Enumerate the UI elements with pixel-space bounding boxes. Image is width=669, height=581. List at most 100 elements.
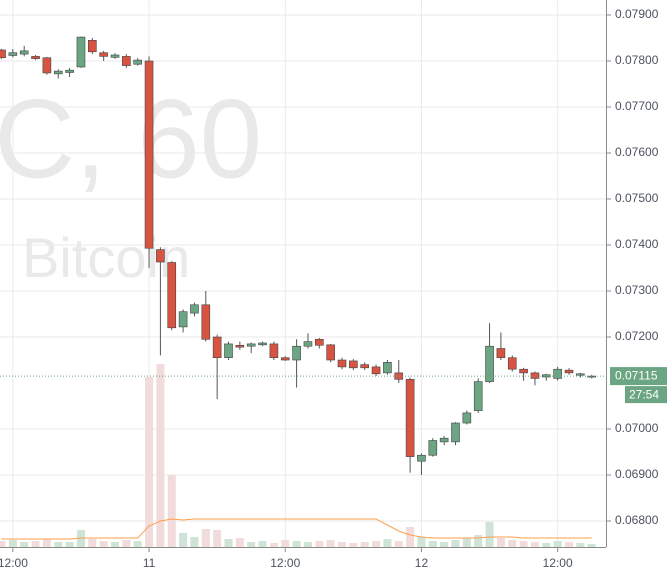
axes: 0.06800 0.06900 0.07000 0.07200 0.07300 0.074… <box>0 7 667 570</box>
volume-bar <box>360 542 369 547</box>
volume-bar <box>292 541 301 547</box>
candle-body <box>439 437 449 443</box>
candle-body <box>280 357 290 361</box>
candle-body <box>519 368 528 374</box>
candle-body <box>65 69 74 73</box>
candle-body <box>360 364 370 369</box>
volume-bar <box>485 522 494 547</box>
volume-bar <box>99 541 108 547</box>
candle-body <box>99 52 108 57</box>
candle-body <box>576 373 585 376</box>
volume-bar <box>156 364 165 547</box>
volume-bar <box>281 540 290 547</box>
candle-body <box>167 262 177 329</box>
volume-bar <box>383 539 392 547</box>
countdown-label: 27:54 <box>629 387 659 401</box>
candle-body <box>212 336 222 359</box>
candle-body <box>269 343 279 359</box>
volume-bar <box>224 539 233 547</box>
candle-body <box>42 57 52 74</box>
volume-bar <box>417 537 426 547</box>
volume-bar <box>530 542 539 547</box>
volume-bar <box>213 530 222 547</box>
volume-bar <box>587 544 596 547</box>
x-tick-label: 12 <box>415 556 429 570</box>
volume-bar <box>406 527 415 547</box>
candle-body <box>473 381 483 411</box>
volume-bar <box>269 543 278 547</box>
volume-bar <box>122 540 131 547</box>
volume-ma-line <box>1 518 592 540</box>
volume-bar <box>133 541 142 547</box>
volume-bar <box>42 539 51 547</box>
volume-bar <box>428 541 437 547</box>
candle-body <box>31 56 40 59</box>
candle-body <box>417 454 426 462</box>
volume-bar <box>235 538 244 547</box>
y-tick-label: 0.07000 <box>615 421 659 435</box>
candle-body <box>122 56 131 66</box>
last-price-badge <box>610 367 667 386</box>
candle-body <box>19 50 29 55</box>
candle-body <box>371 366 381 375</box>
volume-bar <box>88 539 97 547</box>
candle-body <box>303 341 313 347</box>
candle-body <box>88 39 97 53</box>
y-tick-label: 0.07800 <box>615 53 659 67</box>
candle-body <box>144 60 154 249</box>
volume-bar <box>474 535 483 547</box>
volume-bar <box>519 541 528 547</box>
candle-body <box>201 304 211 340</box>
candle-body <box>564 369 574 374</box>
volume-bar <box>65 542 74 547</box>
candle-body <box>553 368 562 379</box>
volume-bar <box>496 538 505 547</box>
candle-body <box>235 344 245 348</box>
candle-body <box>314 339 324 346</box>
volume-bar <box>394 541 403 547</box>
candle-body <box>383 362 392 374</box>
volume-bar <box>190 537 199 547</box>
volume-bar <box>315 541 324 547</box>
x-tick-label: 12:00 <box>270 556 300 570</box>
volume-bar <box>326 540 335 547</box>
volume-bar <box>20 542 29 547</box>
candle-body <box>110 54 120 58</box>
last-price-label: 0.07115 <box>615 368 658 382</box>
volume-bar <box>201 529 210 547</box>
volume-bar <box>0 541 6 547</box>
volume-bar <box>508 540 517 547</box>
candle-body <box>8 52 18 56</box>
y-tick-label: 0.07600 <box>615 145 659 159</box>
candle-body <box>156 249 165 263</box>
volume-bar <box>258 541 267 547</box>
volume-bar <box>440 542 449 547</box>
grid <box>0 0 606 547</box>
volume-bar <box>54 542 63 547</box>
candle-body <box>76 36 86 68</box>
volume-bar <box>145 377 154 547</box>
volume-bar <box>576 543 585 547</box>
volume-bar <box>462 538 471 547</box>
candle-body <box>462 412 472 424</box>
y-tick-label: 0.06800 <box>615 513 659 527</box>
volume-bar <box>542 543 551 547</box>
countdown-badge <box>625 386 667 404</box>
x-tick-label: 12:00 <box>0 556 28 570</box>
volume-bar <box>451 540 460 547</box>
y-tick-label: 0.07500 <box>615 191 659 205</box>
candle-body <box>451 422 460 443</box>
y-tick-label: 0.07300 <box>615 283 659 297</box>
candle-body <box>349 360 358 369</box>
candle-body <box>224 343 233 359</box>
candle-body <box>507 357 517 370</box>
watermark-name: Bitcoin <box>22 226 190 289</box>
volume-bar <box>303 542 312 547</box>
volume-bar <box>553 541 562 547</box>
candle-body <box>258 342 267 346</box>
volume-bar <box>179 533 188 547</box>
candle-body <box>326 344 335 361</box>
volume-bar <box>31 541 40 547</box>
candle-body <box>394 372 404 380</box>
